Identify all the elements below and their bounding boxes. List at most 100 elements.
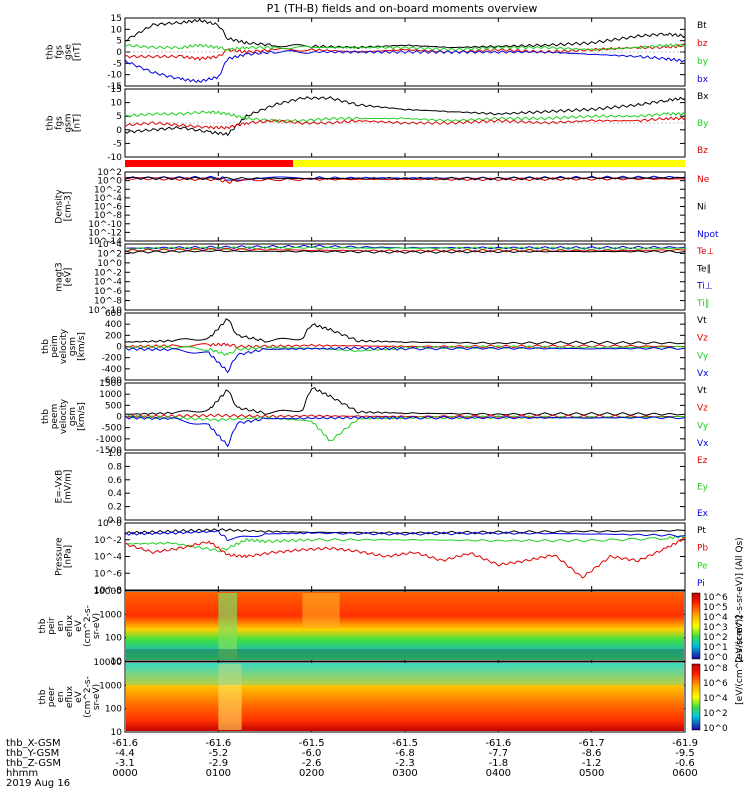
y-tick-label: 10^-8 bbox=[94, 211, 122, 221]
y-axis-label: peim bbox=[50, 335, 60, 358]
y-tick-label: 0.6 bbox=[108, 476, 123, 486]
legend-label: Bt bbox=[697, 21, 707, 31]
series-line-red bbox=[124, 43, 686, 61]
series-line-red bbox=[124, 537, 686, 579]
series-line-red bbox=[124, 342, 685, 349]
ephem-value: -8.6 bbox=[582, 748, 602, 759]
y-axis-label: en bbox=[56, 691, 66, 702]
colorbar-tick-label: 10^0 bbox=[703, 724, 728, 734]
y-axis-label: eV bbox=[74, 690, 84, 703]
legend-label: Pt bbox=[697, 526, 706, 536]
ephem-value: 0300 bbox=[392, 768, 417, 779]
y-axis-label: thb bbox=[46, 115, 56, 130]
panel-frame bbox=[124, 243, 686, 311]
y-tick-label: 10^-8 bbox=[94, 297, 122, 307]
y-axis-label: [km/s] bbox=[77, 402, 87, 431]
series-line-green bbox=[124, 345, 686, 356]
y-axis-label: gsm bbox=[68, 407, 78, 426]
panel-pressure: Pressure [nPa] 10^0 10^-2 10^-4 10^-6 10^-8 Pt P… bbox=[55, 519, 709, 596]
spectrogram-feature bbox=[302, 593, 340, 628]
y-tick-label: -10 bbox=[107, 153, 122, 163]
legend-label: Te∥ bbox=[696, 264, 711, 274]
y-tick-label: 0.4 bbox=[108, 489, 123, 499]
ephem-value: -0.6 bbox=[675, 758, 695, 769]
panel-efield: E=-VxB [mV/m] 1.0 0.8 0.6 0.4 0.2 0.0 Ez Ey Ex bbox=[55, 449, 709, 526]
y-axis-label: eflux bbox=[65, 685, 75, 708]
y-tick-label: 1000 bbox=[99, 610, 122, 620]
series-line-green bbox=[124, 414, 686, 442]
y-axis-label: [eV] bbox=[64, 268, 74, 287]
legend-label: Vt bbox=[697, 316, 707, 326]
y-tick-label: 0 bbox=[116, 343, 122, 353]
legend-label: Vy bbox=[697, 421, 709, 431]
y-axis-label: peem bbox=[50, 404, 60, 430]
ephem-value: -2.3 bbox=[395, 758, 415, 769]
ephem-value: -6.0 bbox=[302, 748, 322, 759]
colorbar: 10^8 10^6 10^4 10^2 10^0 bbox=[691, 663, 728, 734]
y-axis-label: thb bbox=[38, 689, 48, 704]
y-tick-label: 10^-10 bbox=[88, 306, 122, 316]
y-tick-label: 600 bbox=[105, 309, 122, 319]
colorbar-tick-label: 10^2 bbox=[703, 709, 728, 719]
colorbar-scale bbox=[691, 663, 701, 731]
y-axis-label: [km/s] bbox=[77, 332, 87, 361]
ephem-value: 0100 bbox=[206, 768, 231, 779]
y-axis-label: magt3 bbox=[55, 262, 65, 291]
ephem-row-label: thb_Y-GSM bbox=[6, 748, 59, 759]
colorbar-tick-label: 10^8 bbox=[703, 664, 728, 674]
y-axis-label: Density bbox=[55, 189, 65, 224]
y-axis-label: peer bbox=[47, 686, 57, 707]
series-line-black bbox=[124, 318, 686, 345]
y-tick-label: 0.0 bbox=[108, 516, 123, 526]
y-tick-label: 500 bbox=[105, 401, 122, 411]
legend-label: Vy bbox=[697, 351, 709, 361]
legend-label: Ti⊥ bbox=[696, 282, 713, 292]
y-tick-label: 10000 bbox=[93, 658, 122, 668]
figure-title: P1 (TH-B) fields and on-board moments ov… bbox=[267, 2, 538, 15]
y-tick-label: 10^-6 bbox=[94, 287, 122, 297]
series-line-black bbox=[124, 249, 686, 254]
y-tick-label: -500 bbox=[102, 424, 123, 434]
legend-label: bz bbox=[697, 39, 708, 49]
ephem-value: -61.6 bbox=[112, 738, 138, 749]
mode-bar-yellow bbox=[293, 160, 685, 167]
legend-label: Ey bbox=[697, 483, 709, 493]
y-tick-label: 400 bbox=[105, 320, 122, 330]
ephem-value: -6.8 bbox=[395, 748, 415, 759]
y-tick-label: 10^-4 bbox=[94, 278, 122, 288]
series-line-black bbox=[124, 18, 686, 50]
legend-label: Bz bbox=[697, 146, 708, 156]
ephem-row-label: thb_X-GSM bbox=[6, 738, 61, 749]
series-line-blue bbox=[124, 415, 686, 448]
legend-label: Vt bbox=[697, 386, 707, 396]
ephem-value: -9.5 bbox=[675, 748, 695, 759]
y-axis-label: gse bbox=[64, 44, 74, 60]
legend-label: Ne bbox=[697, 175, 710, 185]
y-tick-label: 15 bbox=[111, 85, 122, 95]
series-line-blue bbox=[124, 346, 686, 374]
y-axis-label: Pressure bbox=[55, 537, 65, 576]
y-tick-label: 1.0 bbox=[108, 449, 123, 459]
y-axis-label: gsm bbox=[68, 337, 78, 356]
y-tick-label: -400 bbox=[102, 365, 123, 375]
ephem-value: -61.7 bbox=[579, 738, 605, 749]
legend-label: Ez bbox=[697, 456, 708, 466]
y-axis-label: [nT] bbox=[73, 43, 83, 61]
colorbar-label-upper: [eV/(cm^2-s-sr-eV)] (All Qs) bbox=[735, 537, 745, 662]
colorbar-tick-label: 10^0 bbox=[703, 653, 728, 663]
panel-peer_spec: thb peer en eflux eV (cm^2-s-sr-eV) 10000 1000 1… bbox=[38, 658, 728, 738]
panel-frame bbox=[124, 452, 686, 521]
y-axis-label: sr-eV) bbox=[92, 684, 102, 710]
y-axis-label: E=-VxB bbox=[55, 470, 65, 504]
y-tick-label: 0 bbox=[116, 126, 122, 136]
legend-label: Bx bbox=[697, 92, 709, 102]
y-axis-label: gsm bbox=[64, 113, 74, 132]
legend-label: Ex bbox=[697, 509, 709, 519]
y-tick-label: 10^-6 bbox=[94, 203, 122, 213]
y-tick-label: 10^-8 bbox=[94, 586, 122, 596]
y-tick-label: 10 bbox=[111, 25, 123, 35]
y-tick-label: 1500 bbox=[99, 379, 122, 389]
series-line-green bbox=[124, 43, 686, 52]
